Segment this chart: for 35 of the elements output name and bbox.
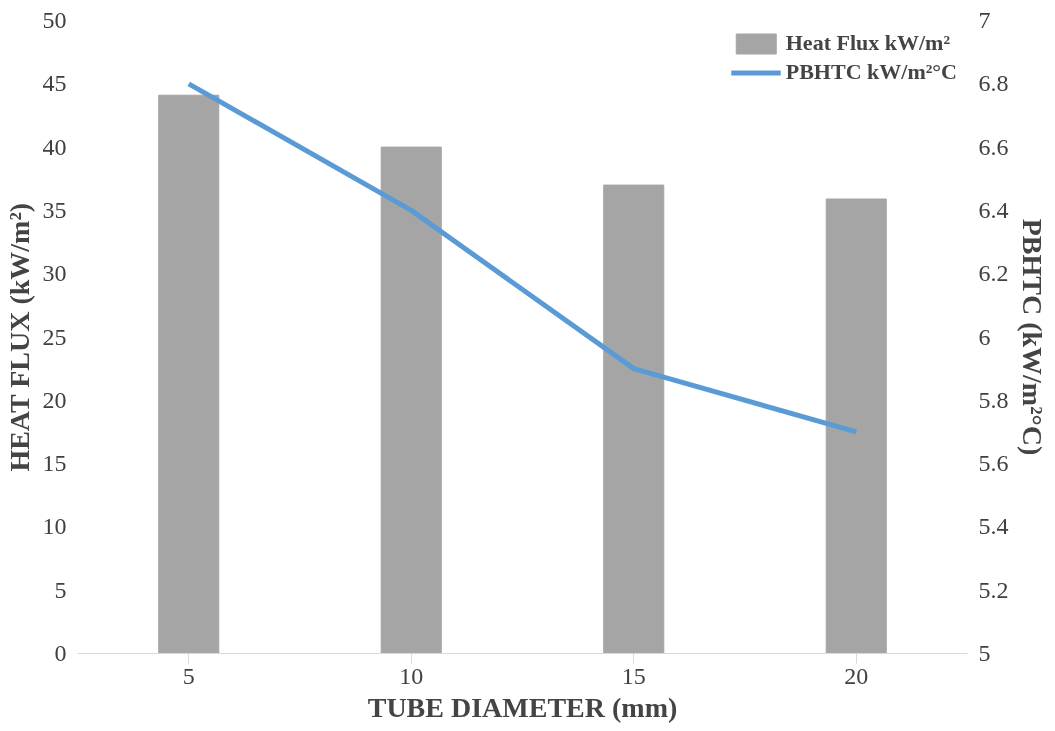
- y2-tick-label: 6: [978, 323, 991, 350]
- y2-tick-label: 5.6: [978, 450, 1009, 477]
- y2-tick-label: 6.2: [978, 260, 1009, 287]
- y-tick-label: 40: [42, 133, 67, 160]
- x-tick-label: 10: [399, 662, 424, 689]
- legend-label: PBHTC kW/m²°C: [785, 59, 957, 85]
- legend-label: Heat Flux kW/m²: [785, 30, 951, 56]
- x-tick-label: 15: [621, 662, 646, 689]
- x-tick-label: 20: [844, 662, 869, 689]
- y-tick-label: 35: [42, 196, 67, 223]
- bar: [380, 146, 442, 654]
- bar: [158, 94, 220, 654]
- bar: [825, 198, 887, 654]
- y-tick-label: 0: [54, 640, 67, 666]
- y2-tick-label: 5: [978, 640, 991, 666]
- y-axis-title: HEAT FLUX (kW/m²): [3, 202, 35, 472]
- x-axis-title: TUBE DIAMETER (mm): [367, 691, 678, 723]
- x-tick-label: 5: [182, 662, 195, 689]
- y2-tick-label: 6.4: [978, 196, 1009, 223]
- y-tick-label: 50: [42, 7, 67, 33]
- y-tick-label: 45: [42, 70, 67, 97]
- y2-tick-label: 7: [978, 7, 991, 33]
- y2-tick-label: 5.2: [978, 576, 1009, 603]
- y2-tick-label: 6.8: [978, 70, 1009, 97]
- y2-axis-title: PBHTC (kW/m²°C): [1016, 218, 1048, 456]
- y-tick-label: 20: [42, 386, 67, 413]
- y2-tick-label: 5.8: [978, 386, 1009, 413]
- y2-tick-label: 6.6: [978, 133, 1009, 160]
- y-tick-label: 15: [42, 450, 67, 477]
- y-tick-label: 25: [42, 323, 67, 350]
- bar: [603, 184, 665, 654]
- y2-tick-label: 5.4: [978, 513, 1009, 540]
- y-tick-label: 10: [42, 513, 67, 540]
- y-tick-label: 5: [54, 576, 67, 603]
- y-tick-label: 30: [42, 260, 67, 287]
